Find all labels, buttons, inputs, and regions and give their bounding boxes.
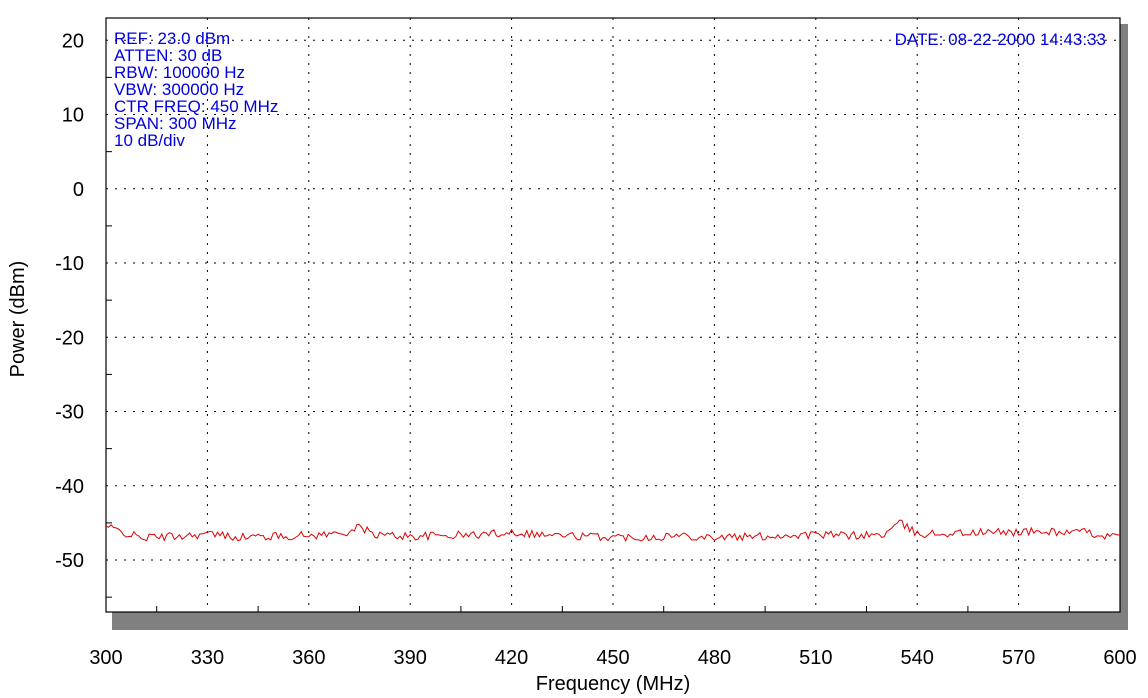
power-trace xyxy=(105,519,1121,543)
date-stamp: DATE: 08-22-2000 14:43:33 xyxy=(895,30,1106,49)
instrument-setting-line: ATTEN: 30 dB xyxy=(114,46,222,65)
x-tick-label: 540 xyxy=(901,647,934,669)
x-tick-label: 510 xyxy=(799,647,832,669)
y-tick-label: 10 xyxy=(62,105,84,127)
x-tick-label: 600 xyxy=(1103,647,1136,669)
x-tick-label: 300 xyxy=(89,647,122,669)
x-tick-label: 480 xyxy=(698,647,731,669)
minor-ticks xyxy=(106,76,1070,612)
instrument-setting-line: CTR FREQ: 450 MHz xyxy=(114,97,278,116)
instrument-setting-line: 10 dB/div xyxy=(114,131,185,150)
x-tick-label: 450 xyxy=(596,647,629,669)
x-tick-label: 420 xyxy=(495,647,528,669)
x-tick-label: 390 xyxy=(394,647,427,669)
y-axis-title: Power (dBm) xyxy=(7,261,29,378)
instrument-setting-line: SPAN: 300 MHz xyxy=(114,114,237,133)
x-tick-label: 570 xyxy=(1002,647,1035,669)
y-tick-label: -30 xyxy=(55,402,84,424)
x-tick-labels: 300 330 360 390 420 450 480 510 540 570 600 xyxy=(89,647,1136,669)
x-tick-label: 330 xyxy=(191,647,224,669)
instrument-setting-line: REF: 23.0 dBm xyxy=(114,29,230,48)
instrument-setting-line: RBW: 100000 Hz xyxy=(114,63,245,82)
instrument-setting-line: VBW: 300000 Hz xyxy=(114,80,244,99)
y-tick-labels: 20 10 0 -10 -20 -30 -40 -50 xyxy=(55,30,84,572)
y-tick-label: 20 xyxy=(62,30,84,52)
y-tick-label: -50 xyxy=(55,550,84,572)
y-tick-label: -40 xyxy=(55,476,84,498)
y-tick-label: -10 xyxy=(55,253,84,275)
x-axis-title: Frequency (MHz) xyxy=(536,673,690,695)
y-tick-label: 0 xyxy=(73,179,84,201)
x-tick-label: 360 xyxy=(292,647,325,669)
grid-lines xyxy=(106,18,1120,612)
y-tick-label: -20 xyxy=(55,327,84,349)
